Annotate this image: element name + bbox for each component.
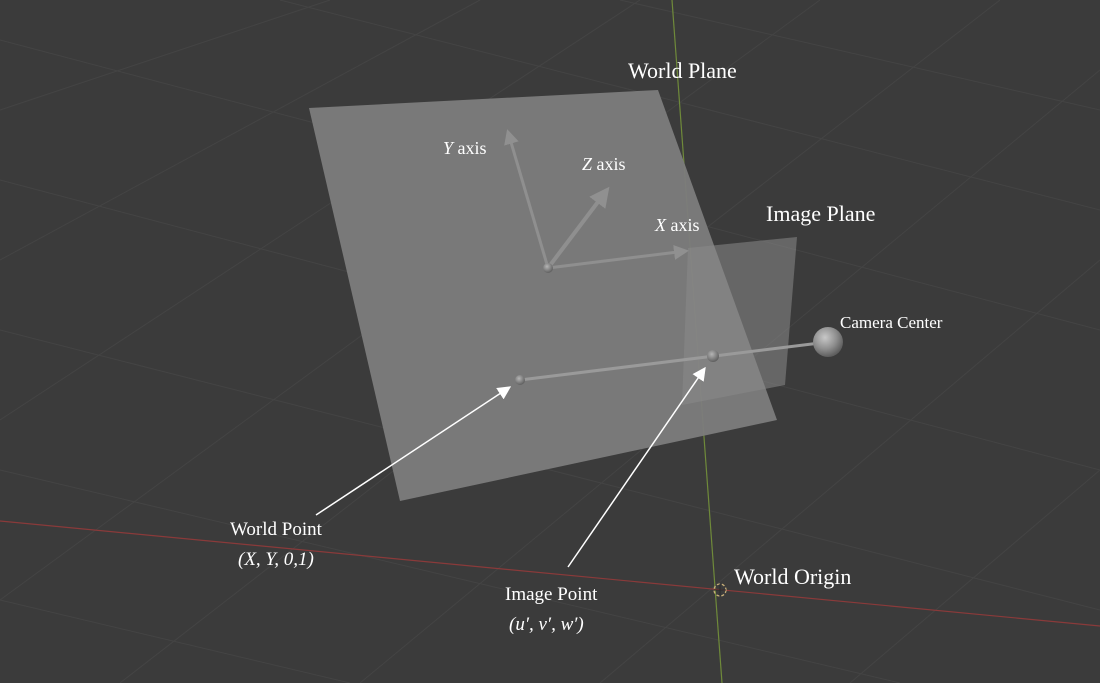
x-axis-arrow xyxy=(547,245,689,270)
z-axis-label: Z axis xyxy=(582,154,626,174)
world-plane-label: World Plane xyxy=(628,58,737,83)
world-origin-gizmo-icon xyxy=(713,583,727,597)
y-axis-arrow xyxy=(504,129,550,269)
image-point-label: Image Point xyxy=(505,584,598,605)
world-point-coords: (X, Y, 0,1) xyxy=(238,549,314,570)
image-point-coords: (u′, v′, w′) xyxy=(509,614,584,635)
world-point-label: World Point xyxy=(230,519,323,540)
image-point-dot[interactable] xyxy=(707,350,719,362)
world-origin-label: World Origin xyxy=(734,564,851,589)
x-axis-label: X axis xyxy=(654,215,700,235)
world-horizontal-axis-line xyxy=(0,520,1100,627)
camera-center-label: Camera Center xyxy=(840,313,943,332)
y-axis-label: Y axis xyxy=(443,138,487,158)
camera-center-sphere[interactable] xyxy=(813,327,843,357)
projection-ray xyxy=(519,340,829,382)
world-point-arrow xyxy=(315,386,512,516)
world-plane[interactable] xyxy=(309,90,777,501)
world-plane-axes xyxy=(504,129,689,273)
world-plane-axes-origin xyxy=(543,263,553,273)
image-plane[interactable] xyxy=(682,237,797,405)
image-point-arrow xyxy=(567,366,706,568)
z-axis-arrow xyxy=(546,186,610,270)
world-point-dot[interactable] xyxy=(515,375,525,385)
image-plane-label: Image Plane xyxy=(766,201,875,226)
